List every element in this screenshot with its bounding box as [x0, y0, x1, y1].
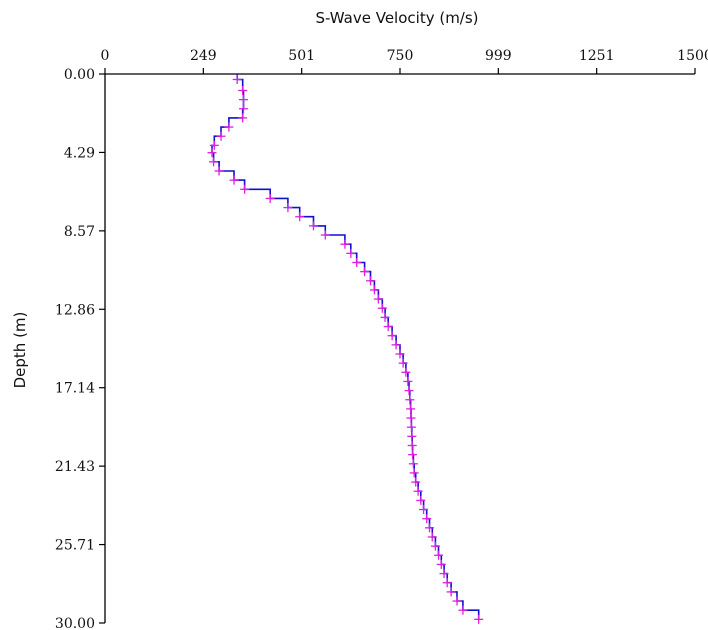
- y-tick-label: 17.14: [55, 381, 95, 397]
- x-tick-label: 249: [190, 48, 217, 64]
- velocity-marker: [430, 541, 440, 551]
- velocity-marker: [406, 404, 416, 414]
- velocity-marker: [214, 166, 224, 176]
- velocity-marker: [403, 376, 413, 386]
- velocity-marker: [224, 122, 234, 132]
- y-tick-label: 25.71: [55, 538, 95, 554]
- velocity-marker: [369, 285, 379, 295]
- velocity-marker: [283, 203, 293, 213]
- velocity-marker: [407, 431, 417, 441]
- velocity-marker: [413, 486, 423, 496]
- velocity-marker: [404, 386, 414, 396]
- velocity-marker: [408, 450, 418, 460]
- velocity-marker: [209, 157, 219, 167]
- velocity-marker: [380, 312, 390, 322]
- velocity-marker: [373, 294, 383, 304]
- y-tick-label: 4.29: [64, 145, 95, 161]
- velocity-marker: [442, 578, 452, 588]
- y-axis-title: Depth (m): [11, 312, 29, 389]
- y-tick-label: 21.43: [55, 459, 95, 475]
- velocity-marker: [387, 331, 397, 341]
- velocity-marker: [411, 477, 421, 487]
- y-tick-label: 8.57: [64, 224, 95, 240]
- velocity-marker: [377, 303, 387, 313]
- x-tick-label: 501: [288, 48, 315, 64]
- velocity-marker: [229, 175, 239, 185]
- velocity-marker: [238, 113, 248, 123]
- y-tick-label: 0.00: [64, 67, 95, 83]
- velocity-marker: [434, 550, 444, 560]
- velocity-marker: [395, 349, 405, 359]
- velocity-marker: [360, 267, 370, 277]
- velocity-marker: [240, 184, 250, 194]
- velocity-marker: [265, 193, 275, 203]
- y-axis-ticks: 0.00 4.29 8.57 12.86 17.14 21.43 25.71 30.00: [55, 67, 105, 630]
- velocity-marker: [238, 104, 248, 114]
- x-tick-label: 750: [387, 48, 414, 64]
- velocity-marker: [406, 413, 416, 423]
- velocity-marker: [427, 532, 437, 542]
- x-axis-title: S-Wave Velocity (m/s): [315, 9, 478, 27]
- y-tick-label: 30.00: [55, 616, 95, 630]
- velocity-marker: [416, 495, 426, 505]
- velocity-marker: [422, 514, 432, 524]
- velocity-marker: [216, 131, 226, 141]
- velocity-marker: [398, 358, 408, 368]
- velocity-step-line: [211, 74, 480, 620]
- velocity-marker: [458, 605, 468, 615]
- x-tick-label: 999: [485, 48, 512, 64]
- velocity-marker: [209, 140, 219, 150]
- velocity-marker: [207, 148, 217, 158]
- velocity-marker: [409, 468, 419, 478]
- velocity-marker: [383, 322, 393, 332]
- series-layer: [207, 74, 484, 624]
- x-tick-label: 0: [101, 48, 110, 64]
- y-tick-label: 12.86: [55, 302, 95, 318]
- velocity-marker: [232, 74, 242, 84]
- velocity-marker: [405, 395, 415, 405]
- velocity-marker: [452, 596, 462, 606]
- velocity-marker: [295, 212, 305, 222]
- velocity-marker: [401, 367, 411, 377]
- velocity-marker: [406, 422, 416, 432]
- velocity-marker: [352, 257, 362, 267]
- velocity-marker: [308, 221, 318, 231]
- velocity-marker: [340, 239, 350, 249]
- velocity-marker: [425, 523, 434, 533]
- velocity-marker: [366, 276, 375, 286]
- velocity-marker: [439, 569, 449, 579]
- velocity-marker: [408, 459, 418, 469]
- x-tick-label: 1251: [579, 48, 615, 64]
- velocity-marker: [320, 230, 330, 240]
- velocity-marker: [346, 248, 356, 258]
- velocity-marker: [436, 559, 446, 569]
- velocity-marker: [407, 440, 417, 450]
- velocity-marker: [391, 340, 401, 350]
- velocity-marker: [238, 85, 248, 95]
- velocity-marker: [238, 95, 248, 105]
- velocity-marker: [474, 614, 484, 624]
- velocity-marker: [446, 587, 456, 597]
- velocity-marker: [419, 505, 429, 515]
